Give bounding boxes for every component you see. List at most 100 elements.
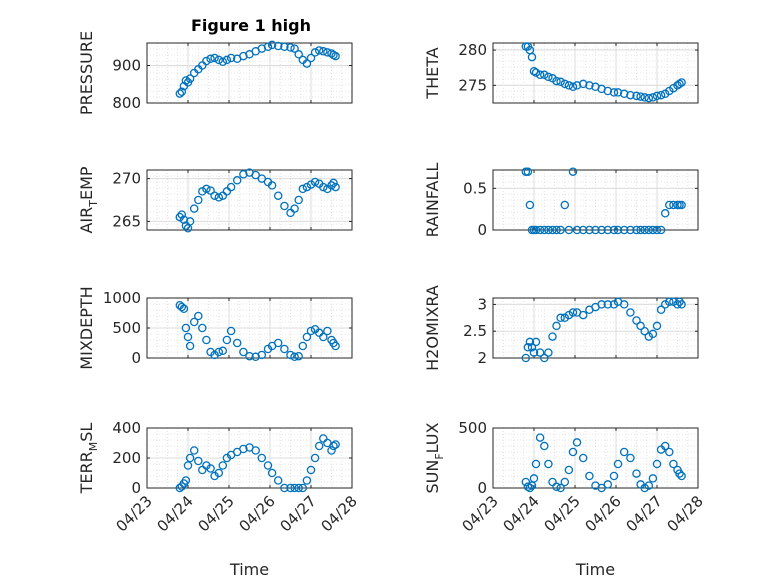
y-tick-label: 270 [112, 170, 141, 188]
data-point [665, 297, 674, 307]
data-point [214, 468, 224, 478]
axes-box [146, 169, 353, 231]
data-point [194, 456, 203, 466]
data-point [656, 225, 666, 235]
data-point [251, 352, 260, 362]
data-point [597, 225, 606, 235]
y-tick-label: 2.5 [463, 322, 487, 340]
data-point [314, 441, 324, 451]
data-point [286, 43, 295, 52]
data-point [319, 182, 328, 192]
theta-panel: 275 280 THETA [423, 41, 699, 104]
data-point [310, 453, 320, 463]
x-tick-label: 04/23 [459, 492, 502, 535]
data-point [319, 47, 328, 56]
data-point [632, 316, 641, 325]
data-point [585, 471, 594, 481]
data-point [636, 321, 645, 331]
data-point [619, 447, 629, 457]
data-point [640, 326, 649, 336]
y-tick-label: 0 [131, 479, 141, 497]
data-point [202, 56, 211, 66]
pressure-panel: 800 900 PRESSURE [77, 31, 353, 115]
data-point [556, 77, 565, 87]
x-tick-label: 04/28 [318, 492, 361, 535]
data-point [535, 348, 545, 357]
y-tick-label: 0 [477, 479, 487, 497]
data-point [175, 89, 185, 98]
data-point [665, 200, 674, 210]
data-point [194, 195, 203, 205]
data-point [267, 468, 277, 478]
data-point [310, 177, 320, 187]
data-point [603, 86, 613, 96]
data-point [306, 53, 316, 63]
data-point [564, 465, 574, 475]
y-tick-label: 500 [112, 319, 141, 337]
data-point [267, 40, 277, 50]
data-point [302, 332, 312, 342]
data-point [552, 482, 561, 492]
data-point [578, 453, 588, 463]
data-point [263, 42, 273, 52]
y-tick-label: 280 [458, 41, 487, 59]
data-point [189, 317, 199, 327]
data-point [531, 337, 541, 347]
data-point [652, 321, 662, 331]
data-point [298, 184, 308, 194]
data-point [540, 70, 549, 80]
data-point [568, 82, 578, 92]
data-point [257, 350, 267, 360]
data-point [179, 304, 189, 314]
data-point [331, 182, 340, 192]
data-point [185, 217, 195, 226]
data-point [527, 52, 537, 62]
data-point [525, 200, 535, 210]
data-point [280, 344, 289, 354]
data-point [619, 225, 629, 235]
data-point [181, 76, 191, 85]
data-point [302, 59, 312, 68]
data-point [251, 170, 260, 180]
data-point [636, 92, 645, 101]
y-tick-label: 1000 [103, 289, 141, 307]
x-tick-label: 04/26 [582, 492, 625, 535]
y-tick-label: 800 [112, 94, 141, 112]
data-point [286, 483, 295, 493]
data-point [185, 341, 195, 351]
data-point [298, 341, 308, 351]
data-point [185, 453, 195, 463]
h2omixra-panel: 2 2.5 3 H2OMIXRA [423, 285, 699, 371]
y-axis-label: RAINFALL [423, 163, 442, 238]
data-point [531, 68, 541, 77]
x-axis-label: Time [575, 560, 615, 579]
data-point [273, 338, 283, 348]
x-tick-label: 04/27 [623, 492, 666, 535]
data-point [585, 81, 594, 90]
data-point [578, 310, 588, 320]
data-point [218, 57, 228, 67]
data-point [206, 186, 215, 195]
data-point [202, 184, 211, 194]
data-point [177, 87, 187, 97]
data-point [597, 300, 606, 309]
data-point [613, 88, 623, 97]
data-point [306, 326, 316, 336]
data-point [677, 78, 686, 87]
data-point [560, 477, 570, 487]
data-point [273, 41, 283, 51]
y-tick-label: 275 [458, 76, 487, 94]
data-point [556, 313, 565, 323]
data-point [239, 51, 248, 61]
y-axis-label: TERRMSL [77, 423, 100, 495]
data-point [552, 76, 561, 86]
data-point [181, 221, 191, 230]
data-point [294, 351, 303, 361]
x-tick-label: 04/23 [113, 492, 156, 535]
data-point [331, 341, 340, 351]
data-point [609, 88, 619, 97]
data-point [251, 446, 260, 455]
data-point [232, 176, 242, 185]
